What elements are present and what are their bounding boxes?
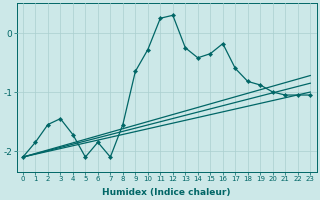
X-axis label: Humidex (Indice chaleur): Humidex (Indice chaleur): [102, 188, 231, 197]
